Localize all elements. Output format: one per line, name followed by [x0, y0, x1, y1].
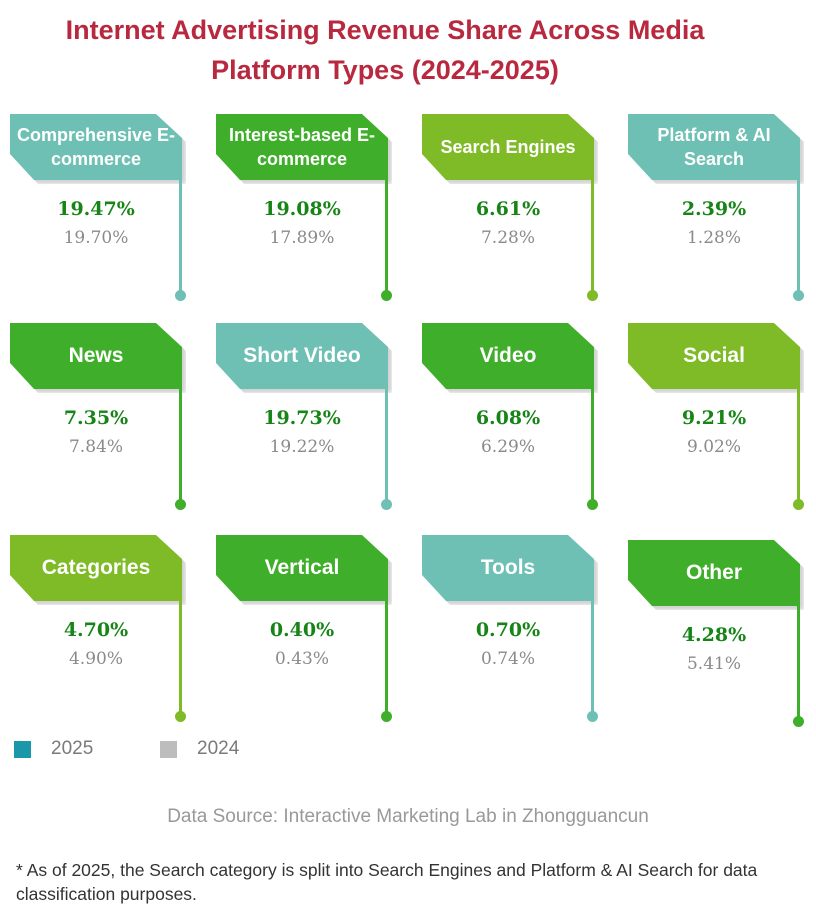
category-card: News 7.35% 7.84%: [10, 323, 216, 533]
connector-line: [797, 389, 800, 503]
category-label: Vertical: [264, 556, 340, 579]
connector-line: [797, 606, 800, 720]
connector-line: [385, 601, 388, 715]
connector-line: [179, 180, 182, 294]
connector-dot: [381, 711, 392, 722]
connector-line: [179, 389, 182, 503]
value-2025: 4.70%: [63, 619, 129, 641]
connector-dot: [587, 711, 598, 722]
connector-dot: [175, 499, 186, 510]
title-line-1: Internet Advertising Revenue Share Acros…: [65, 15, 705, 45]
category-card: Comprehensive E-commerce 19.47% 19.70%: [10, 114, 216, 324]
value-2024: 17.89%: [269, 228, 335, 248]
connector-dot: [175, 290, 186, 301]
category-tag: Other: [628, 540, 800, 606]
connector-dot: [793, 716, 804, 727]
category-card: Social 9.21% 9.02%: [628, 323, 816, 533]
category-label: Other: [685, 561, 742, 584]
connector-line: [385, 180, 388, 294]
value-2024: 19.70%: [63, 228, 129, 248]
category-label: Social: [683, 344, 745, 367]
legend-2024: 2024: [160, 738, 239, 760]
value-2025: 7.35%: [63, 407, 129, 429]
category-tag: Social: [628, 323, 800, 389]
value-2025: 19.47%: [57, 198, 135, 220]
value-2025: 19.08%: [263, 198, 341, 220]
legend-label: 2024: [197, 738, 240, 759]
value-2024: 9.02%: [686, 437, 741, 457]
value-2024: 5.41%: [686, 654, 741, 674]
category-tag: Search Engines: [422, 114, 594, 180]
connector-dot: [175, 711, 186, 722]
value-2025: 0.40%: [269, 619, 335, 641]
connector-dot: [381, 499, 392, 510]
value-2024: 7.84%: [68, 437, 123, 457]
value-2024: 0.43%: [274, 649, 329, 669]
category-card: Categories 4.70% 4.90%: [10, 535, 216, 745]
connector-dot: [793, 499, 804, 510]
legend-2025: 2025: [14, 738, 93, 760]
page-title: Internet Advertising Revenue Share Acros…: [0, 10, 770, 90]
connector-dot: [381, 290, 392, 301]
category-tag: Comprehensive E-commerce: [10, 114, 182, 180]
category-tag: Vertical: [216, 535, 388, 601]
category-tag: Short Video: [216, 323, 388, 389]
connector-line: [385, 389, 388, 503]
connector-dot: [587, 290, 598, 301]
legend-swatch-2024: [160, 740, 177, 758]
category-tag: News: [10, 323, 182, 389]
footnote: * As of 2025, the Search category is spl…: [16, 860, 758, 904]
category-tag: Tools: [422, 535, 594, 601]
category-label: Video: [479, 344, 537, 367]
category-label: Tools: [480, 556, 536, 579]
value-2025: 0.70%: [475, 619, 541, 641]
category-label: Interest-based E-commerce: [228, 125, 376, 169]
category-label: Search Engines: [440, 137, 576, 157]
category-card: Vertical 0.40% 0.43%: [216, 535, 422, 745]
connector-dot: [793, 290, 804, 301]
value-2024: 4.90%: [68, 649, 123, 669]
category-label: Categories: [41, 556, 151, 579]
legend-swatch-2025: [14, 740, 31, 758]
category-card: Interest-based E-commerce 19.08% 17.89%: [216, 114, 422, 324]
category-tag: Platform & AI Search: [628, 114, 800, 180]
data-source: Data Source: Interactive Marketing Lab i…: [167, 806, 649, 827]
value-2025: 9.21%: [681, 407, 747, 429]
category-card: Tools 0.70% 0.74%: [422, 535, 628, 745]
category-card: Short Video 19.73% 19.22%: [216, 323, 422, 533]
connector-line: [591, 389, 594, 503]
category-tag: Video: [422, 323, 594, 389]
category-card: Platform & AI Search 2.39% 1.28%: [628, 114, 816, 324]
value-2024: 1.28%: [686, 228, 741, 248]
value-2025: 19.73%: [263, 407, 341, 429]
category-label: Comprehensive E-commerce: [16, 125, 176, 169]
value-2024: 0.74%: [480, 649, 535, 669]
connector-line: [591, 601, 594, 715]
category-label: News: [68, 344, 124, 367]
connector-dot: [587, 499, 598, 510]
value-2024: 7.28%: [480, 228, 535, 248]
category-tag: Interest-based E-commerce: [216, 114, 388, 180]
value-2024: 6.29%: [480, 437, 535, 457]
category-card: Video 6.08% 6.29%: [422, 323, 628, 533]
connector-line: [797, 180, 800, 294]
category-card: Search Engines 6.61% 7.28%: [422, 114, 628, 324]
category-tag: Categories: [10, 535, 182, 601]
title-line-2: Platform Types (2024-2025): [211, 55, 559, 85]
category-label: Short Video: [243, 344, 361, 367]
connector-line: [591, 180, 594, 294]
connector-line: [179, 601, 182, 715]
value-2024: 19.22%: [269, 437, 335, 457]
value-2025: 2.39%: [681, 198, 747, 220]
category-card: Other 4.28% 5.41%: [628, 540, 816, 750]
category-label: Platform & AI Search: [657, 125, 771, 169]
value-2025: 6.08%: [475, 407, 541, 429]
value-2025: 6.61%: [475, 198, 541, 220]
legend-label: 2025: [51, 738, 94, 759]
value-2025: 4.28%: [681, 624, 747, 646]
